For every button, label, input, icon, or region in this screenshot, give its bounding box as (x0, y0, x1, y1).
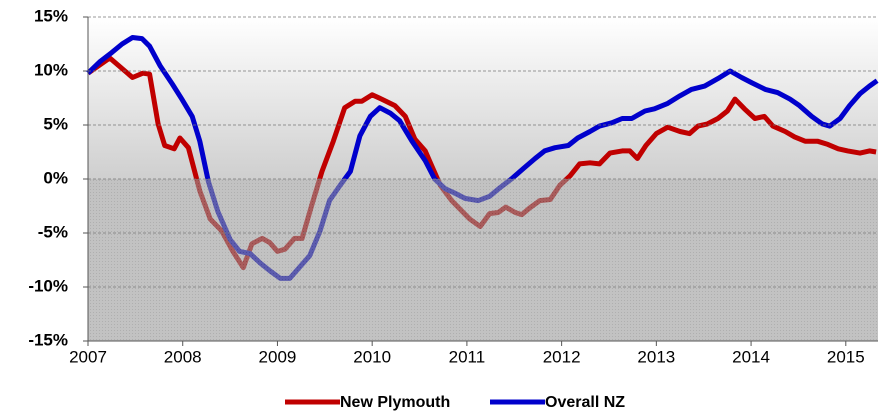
y-tick-label: 0% (43, 168, 68, 187)
x-tick-label: 2008 (164, 347, 202, 366)
legend-label: Overall NZ (545, 394, 625, 411)
plot-background-lower (88, 179, 878, 341)
x-tick-label: 2010 (353, 347, 391, 366)
x-tick-label: 2011 (449, 347, 486, 366)
y-tick-label: -5% (38, 222, 68, 241)
y-tick-label: 10% (34, 60, 68, 79)
x-tick-label: 2013 (637, 347, 675, 366)
x-tick-label: 2007 (69, 347, 107, 366)
y-tick-label: 5% (43, 114, 68, 133)
y-tick-label: -10% (28, 276, 68, 295)
x-tick-label: 2015 (827, 347, 865, 366)
y-tick-label: 15% (34, 6, 68, 25)
plot-background-upper (88, 17, 878, 179)
x-tick-label: 2012 (543, 347, 581, 366)
x-tick-label: 2014 (732, 347, 770, 366)
y-tick-label: -15% (28, 330, 68, 349)
x-tick-label: 2009 (259, 347, 297, 366)
legend-label: New Plymouth (340, 394, 450, 411)
